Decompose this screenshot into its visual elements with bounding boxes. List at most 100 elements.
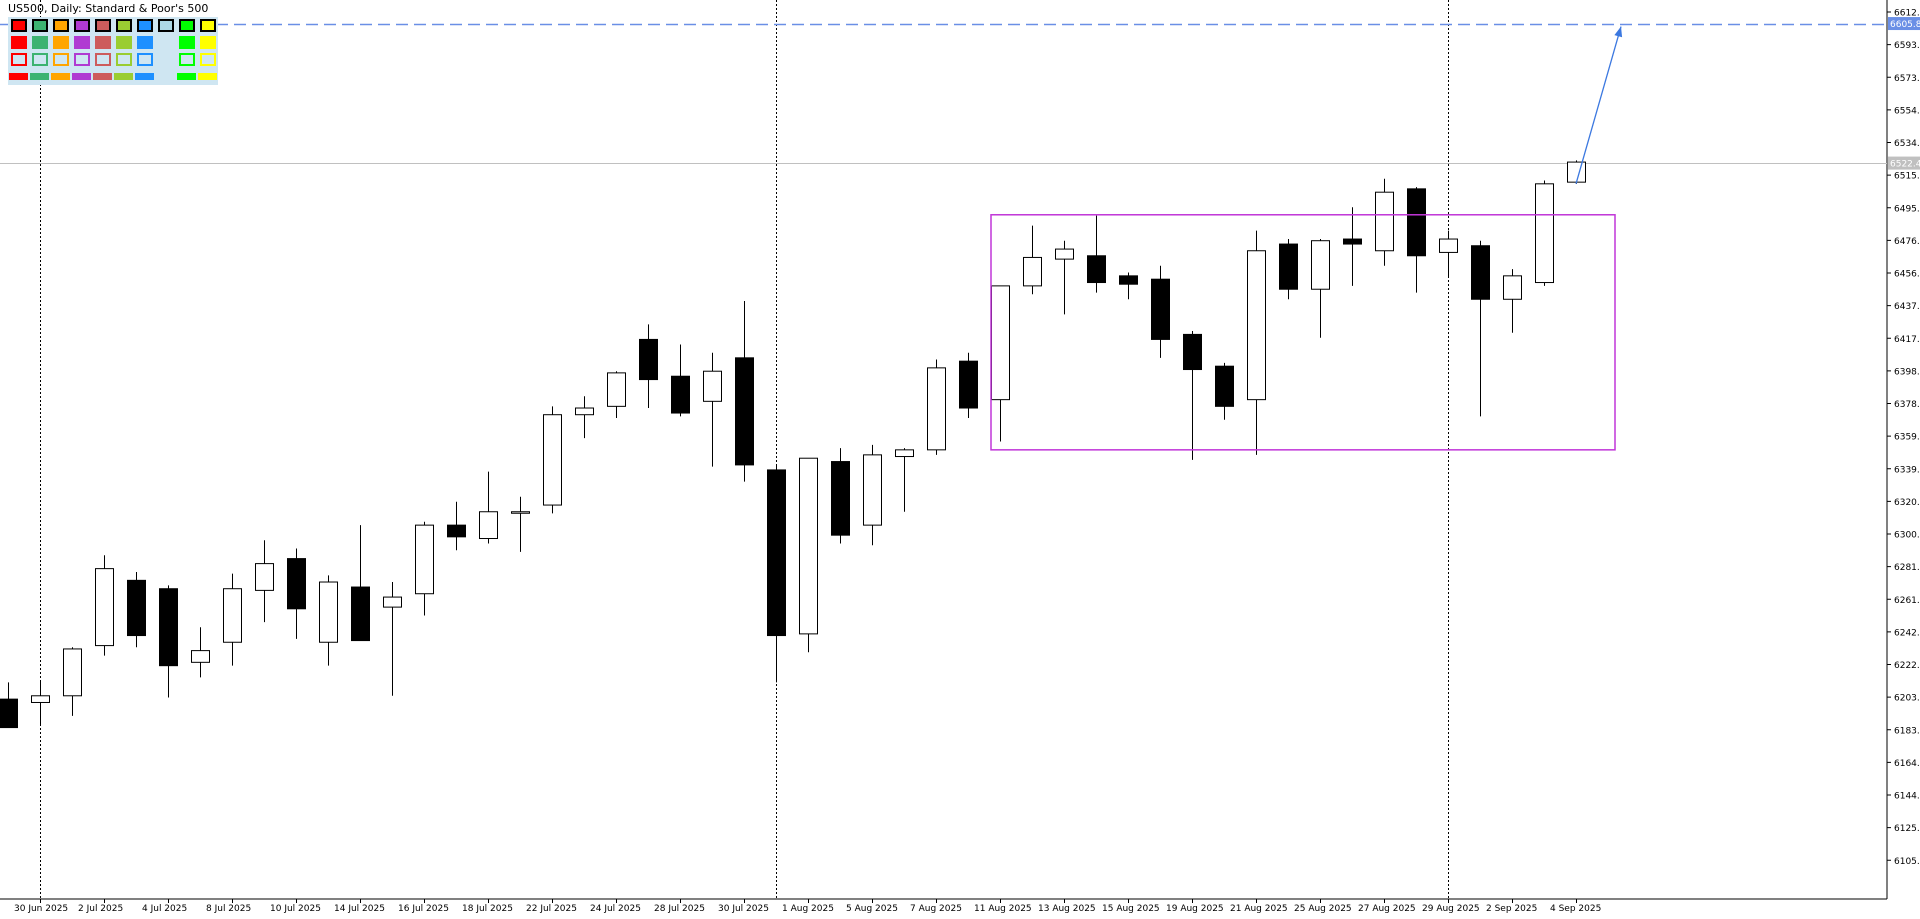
bullish-candle-body — [703, 370, 722, 402]
palette-swatch[interactable] — [176, 68, 197, 85]
bearish-candle-body — [1407, 188, 1426, 257]
palette-swatch[interactable] — [134, 17, 155, 34]
time-tick-label: 15 Aug 2025 — [1102, 904, 1160, 914]
bearish-candle-body — [1119, 275, 1138, 285]
palette-swatch[interactable] — [71, 17, 92, 34]
price-tick-label: 6242.2 — [1894, 628, 1920, 638]
palette-swatch[interactable] — [29, 51, 50, 68]
palette-swatch[interactable] — [176, 51, 197, 68]
bullish-candle-body — [1375, 191, 1394, 252]
bullish-candle-body — [1439, 238, 1458, 253]
palette-swatch[interactable] — [197, 34, 218, 51]
bullish-candle-body — [1503, 275, 1522, 300]
palette-swatch[interactable] — [113, 68, 134, 85]
palette-swatch[interactable] — [176, 34, 197, 51]
swatch-color — [51, 73, 70, 80]
palette-swatch[interactable] — [50, 17, 71, 34]
palette-swatch[interactable] — [197, 17, 218, 34]
palette-swatch[interactable] — [155, 17, 176, 34]
candle — [63, 647, 82, 716]
time-tick-label: 1 Aug 2025 — [782, 904, 834, 914]
palette-swatch[interactable] — [176, 17, 197, 34]
bullish-candle-body — [543, 414, 562, 506]
bearish-candle-body — [1151, 278, 1170, 340]
bullish-candle-body — [927, 367, 946, 451]
price-tick-label: 6222.7 — [1894, 661, 1920, 671]
swatch-color — [11, 36, 27, 49]
palette-swatch[interactable] — [29, 17, 50, 34]
price-tick-label: 6144.7 — [1894, 792, 1920, 802]
palette-swatch[interactable] — [155, 68, 176, 85]
color-palette-panel[interactable] — [8, 17, 218, 85]
bullish-candle-body — [607, 372, 626, 407]
palette-swatch[interactable] — [113, 17, 134, 34]
trend-arrow-line[interactable] — [1575, 26, 1622, 185]
bearish-candle-body — [1471, 245, 1490, 300]
palette-row-outline — [8, 51, 218, 68]
swatch-color — [9, 73, 28, 80]
bullish-candle-body — [1535, 183, 1554, 284]
palette-swatch[interactable] — [92, 51, 113, 68]
palette-swatch[interactable] — [8, 51, 29, 68]
palette-swatch[interactable] — [71, 68, 92, 85]
bearish-candle-body — [767, 469, 786, 637]
palette-swatch[interactable] — [155, 34, 176, 51]
palette-swatch[interactable] — [50, 68, 71, 85]
bullish-candle-body — [415, 524, 434, 595]
palette-swatch[interactable] — [92, 68, 113, 85]
candle — [895, 448, 914, 512]
palette-swatch[interactable] — [71, 34, 92, 51]
chart-title: US500, Daily: Standard & Poor's 500 — [8, 2, 209, 15]
candle — [863, 444, 882, 546]
palette-swatch[interactable] — [50, 51, 71, 68]
candle — [223, 573, 242, 666]
palette-swatch[interactable] — [29, 34, 50, 51]
bullish-candle-body — [895, 449, 914, 458]
palette-swatch[interactable] — [197, 68, 218, 85]
price-tick-label: 6534.7 — [1894, 139, 1920, 149]
price-tick-label: 6476.2 — [1894, 237, 1920, 247]
bearish-candle-body — [159, 588, 178, 667]
palette-swatch[interactable] — [8, 34, 29, 51]
time-tick-label: 4 Sep 2025 — [1550, 904, 1601, 914]
price-tick-label: 6164.2 — [1894, 759, 1920, 769]
candle — [1119, 272, 1138, 300]
palette-swatch[interactable] — [50, 34, 71, 51]
palette-swatch[interactable] — [29, 68, 50, 85]
palette-swatch[interactable] — [134, 51, 155, 68]
current-price-label-box: 6522.4 — [1888, 156, 1920, 170]
candle — [255, 540, 274, 623]
bullish-candle-body — [511, 511, 530, 514]
bullish-candle-body — [1247, 250, 1266, 401]
palette-swatch[interactable] — [8, 68, 29, 85]
palette-swatch[interactable] — [197, 51, 218, 68]
time-tick-label: 28 Jul 2025 — [654, 904, 705, 914]
palette-swatch[interactable] — [113, 51, 134, 68]
palette-swatch[interactable] — [134, 34, 155, 51]
time-tick-label: 14 Jul 2025 — [334, 904, 385, 914]
candle — [1439, 230, 1458, 278]
chart-objects[interactable] — [990, 26, 1623, 451]
palette-swatch[interactable] — [113, 34, 134, 51]
palette-swatch[interactable] — [8, 17, 29, 34]
swatch-color — [158, 53, 174, 66]
palette-swatch[interactable] — [155, 51, 176, 68]
candle — [1087, 215, 1106, 293]
bearish-candle-body — [127, 579, 146, 637]
trend-arrow-head[interactable] — [1614, 26, 1623, 38]
swatch-color — [156, 73, 175, 80]
price-tick-label: 6437.2 — [1894, 302, 1920, 312]
palette-swatch[interactable] — [134, 68, 155, 85]
time-tick-label: 2 Sep 2025 — [1486, 904, 1537, 914]
palette-swatch[interactable] — [92, 34, 113, 51]
time-tick-label: 2 Jul 2025 — [78, 904, 123, 914]
swatch-color — [200, 19, 216, 32]
palette-swatch[interactable] — [92, 17, 113, 34]
palette-swatch[interactable] — [71, 51, 92, 68]
consolidation-rectangle[interactable] — [990, 214, 1616, 451]
candle — [607, 371, 626, 419]
swatch-color — [179, 19, 195, 32]
candle — [0, 682, 18, 729]
